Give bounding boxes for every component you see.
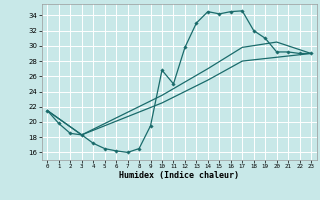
X-axis label: Humidex (Indice chaleur): Humidex (Indice chaleur): [119, 171, 239, 180]
